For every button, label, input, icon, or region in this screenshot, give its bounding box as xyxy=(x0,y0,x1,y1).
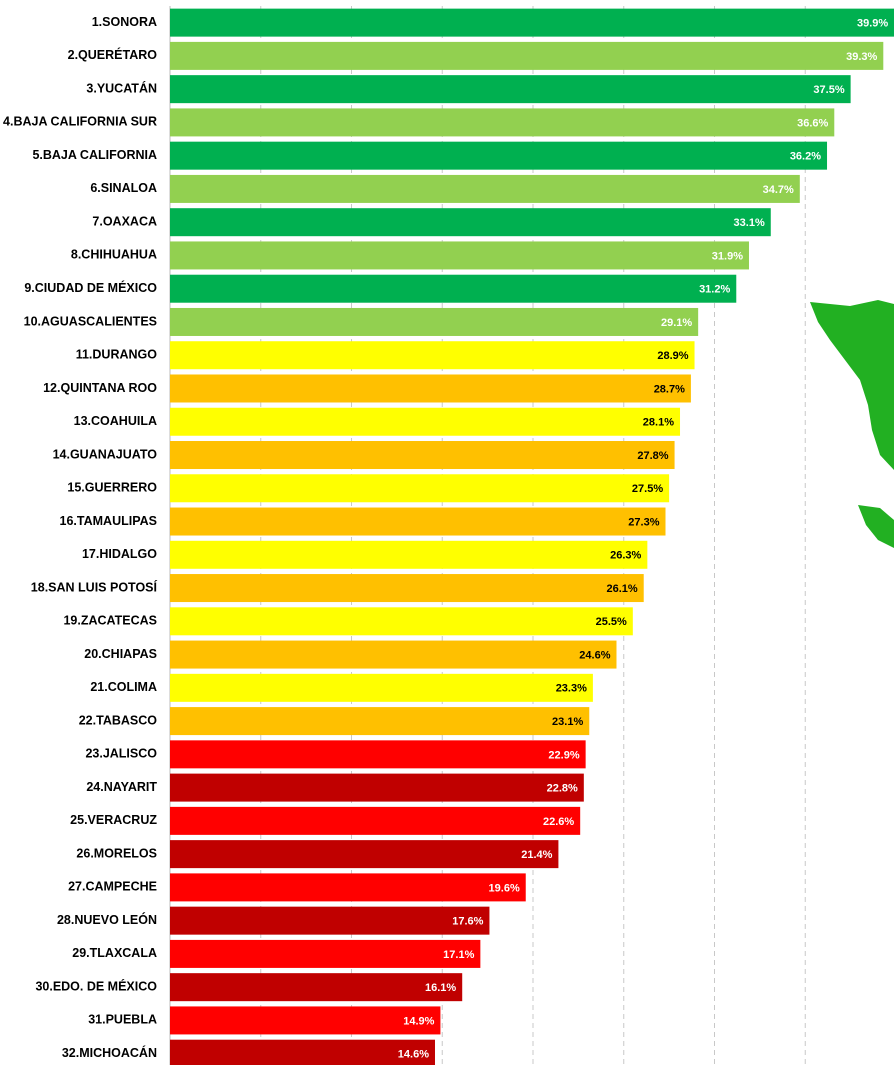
value-label: 27.5% xyxy=(632,483,663,495)
bar xyxy=(170,208,771,237)
value-label: 39.9% xyxy=(857,18,888,30)
bar xyxy=(170,174,800,203)
category-label: 16.TAMAULIPAS xyxy=(60,514,157,528)
value-label: 17.1% xyxy=(443,949,474,961)
bar xyxy=(170,1006,441,1035)
value-label: 14.6% xyxy=(398,1049,429,1061)
map-silhouette xyxy=(810,300,894,548)
bar xyxy=(170,740,586,769)
bar xyxy=(170,873,526,902)
bar xyxy=(170,840,559,869)
category-label: 6.SINALOA xyxy=(90,181,157,195)
value-label: 27.3% xyxy=(628,516,659,528)
category-label: 1.SONORA xyxy=(92,15,157,29)
category-label: 11.DURANGO xyxy=(76,348,158,362)
category-label: 26.MORELOS xyxy=(76,846,157,860)
value-label: 26.1% xyxy=(607,583,638,595)
bar xyxy=(170,307,699,336)
value-label: 22.9% xyxy=(548,749,579,761)
category-label: 23.JALISCO xyxy=(85,747,157,761)
bar xyxy=(170,108,835,137)
value-label: 33.1% xyxy=(734,217,765,229)
bar xyxy=(170,540,648,569)
value-label: 28.7% xyxy=(654,383,685,395)
bar xyxy=(170,141,828,170)
bar xyxy=(170,8,894,37)
value-label: 25.5% xyxy=(596,616,627,628)
bar xyxy=(170,474,670,503)
bar xyxy=(170,773,584,802)
value-label: 28.1% xyxy=(643,417,674,429)
value-label: 36.2% xyxy=(790,151,821,163)
category-label: 15.GUERRERO xyxy=(67,481,157,495)
bar xyxy=(170,441,675,470)
category-label: 24.NAYARIT xyxy=(86,780,157,794)
value-label: 24.6% xyxy=(579,649,610,661)
value-label: 37.5% xyxy=(813,84,844,96)
category-label: 32.MICHOACÁN xyxy=(62,1045,157,1060)
bar xyxy=(170,374,691,403)
value-label: 21.4% xyxy=(521,849,552,861)
bar xyxy=(170,507,666,536)
value-label: 14.9% xyxy=(403,1015,434,1027)
value-label: 23.1% xyxy=(552,716,583,728)
category-label: 14.GUANAJUATO xyxy=(53,447,158,461)
category-label: 22.TABASCO xyxy=(79,713,158,727)
category-label: 10.AGUASCALIENTES xyxy=(24,314,157,328)
value-label: 28.9% xyxy=(657,350,688,362)
category-label: 19.ZACATECAS xyxy=(63,614,157,628)
category-label: 25.VERACRUZ xyxy=(70,813,157,827)
bar xyxy=(170,341,695,370)
bar xyxy=(170,407,681,436)
bar xyxy=(170,707,590,736)
value-label: 16.1% xyxy=(425,982,456,994)
bar xyxy=(170,640,617,669)
value-label: 17.6% xyxy=(452,916,483,928)
category-label: 31.PUEBLA xyxy=(88,1013,157,1027)
bar xyxy=(170,1039,435,1065)
category-label: 20.CHIAPAS xyxy=(84,647,157,661)
value-label: 34.7% xyxy=(763,184,794,196)
value-label: 36.6% xyxy=(797,117,828,129)
bar xyxy=(170,75,851,104)
value-label: 19.6% xyxy=(489,882,520,894)
category-label: 30.EDO. DE MÉXICO xyxy=(35,978,157,993)
value-label: 31.2% xyxy=(699,284,730,296)
value-label: 22.8% xyxy=(547,783,578,795)
bar xyxy=(170,906,490,935)
bar xyxy=(170,241,749,270)
category-label: 4.BAJA CALIFORNIA SUR xyxy=(3,115,157,129)
bar xyxy=(170,973,463,1002)
bar xyxy=(170,574,644,603)
value-label: 29.1% xyxy=(661,317,692,329)
category-label: 18.SAN LUIS POTOSÍ xyxy=(31,579,158,594)
value-label: 22.6% xyxy=(543,816,574,828)
category-label: 9.CIUDAD DE MÉXICO xyxy=(24,280,157,295)
bar xyxy=(170,673,593,702)
bar xyxy=(170,607,633,636)
value-label: 39.3% xyxy=(846,51,877,63)
category-label: 13.COAHUILA xyxy=(74,414,157,428)
category-label: 29.TLAXCALA xyxy=(72,946,157,960)
value-label: 31.9% xyxy=(712,250,743,262)
bar xyxy=(170,806,581,835)
category-label: 2.QUERÉTARO xyxy=(68,47,158,62)
category-label: 8.CHIHUAHUA xyxy=(71,248,157,262)
category-label: 17.HIDALGO xyxy=(82,547,157,561)
bar xyxy=(170,41,884,70)
category-label: 5.BAJA CALIFORNIA xyxy=(32,148,157,162)
category-label: 27.CAMPECHE xyxy=(68,880,157,894)
category-label: 7.OAXACA xyxy=(92,214,157,228)
bar xyxy=(170,274,737,303)
value-label: 27.8% xyxy=(637,450,668,462)
category-label: 12.QUINTANA ROO xyxy=(43,381,157,395)
value-label: 23.3% xyxy=(556,683,587,695)
category-label: 28.NUEVO LEÓN xyxy=(57,912,157,927)
bar xyxy=(170,939,481,968)
category-label: 21.COLIMA xyxy=(90,680,157,694)
category-label: 3.YUCATÁN xyxy=(86,80,157,95)
value-label: 26.3% xyxy=(610,550,641,562)
